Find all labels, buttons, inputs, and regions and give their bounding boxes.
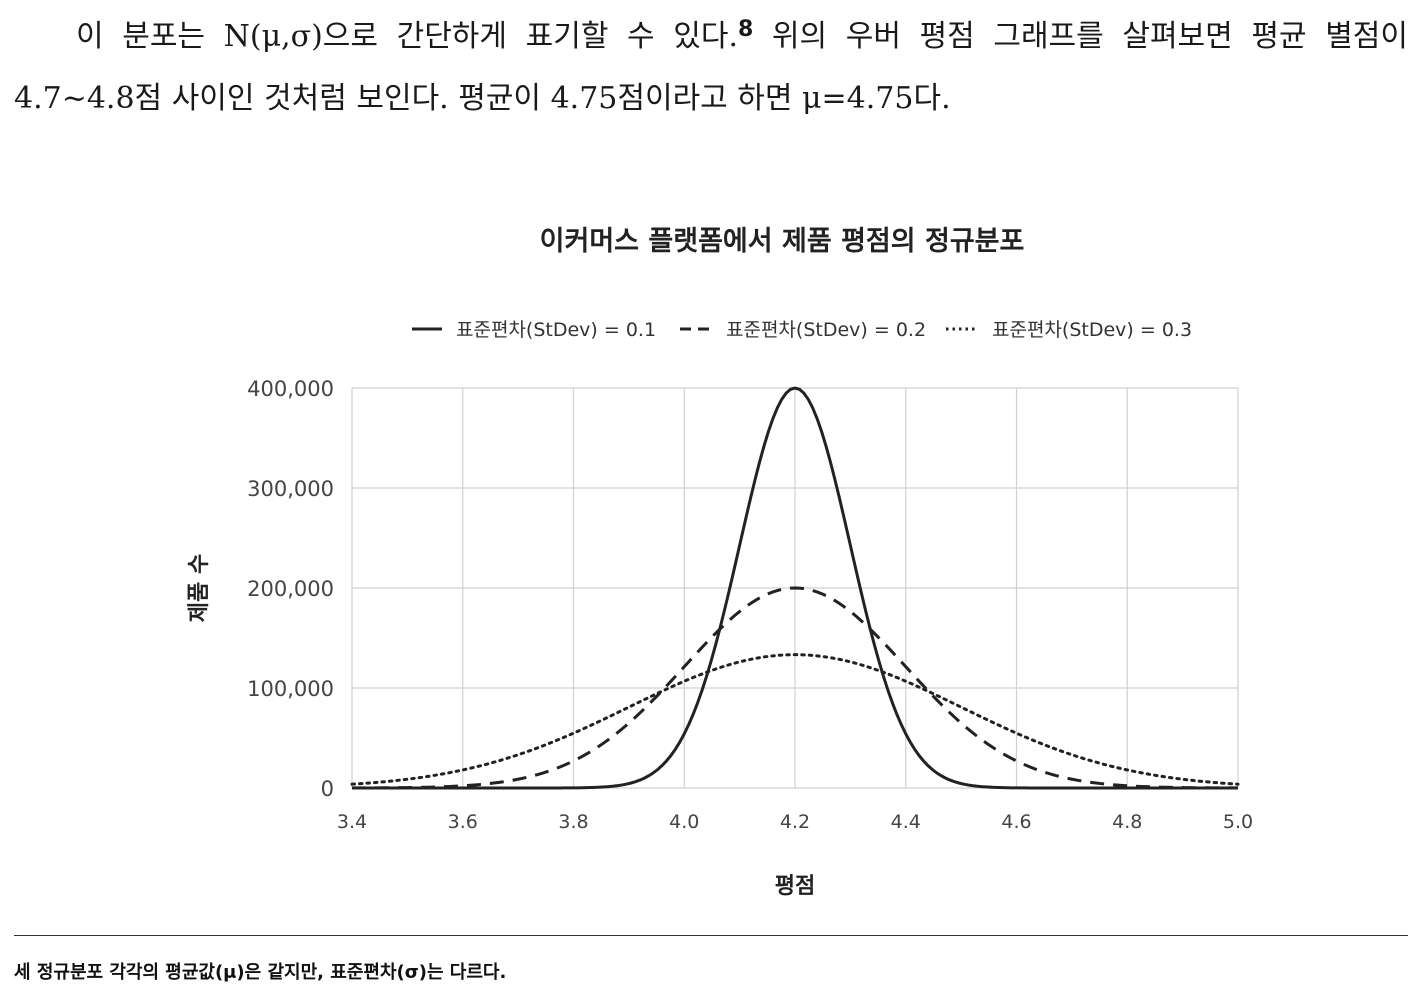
paragraph-line-2: 4.7~4.8점 사이인 것처럼 보인다. 평균이 4.75점이라고 하면 μ=… <box>14 81 951 116</box>
paragraph-line-1-start: 이 분포는 N(μ,σ)으로 간단하게 표기할 수 있다. <box>76 19 738 54</box>
series-line-dashed <box>351 586 1239 790</box>
y-tick-label: 200,000 <box>247 577 334 601</box>
y-axis-ticks: 0 100,000 200,000 300,000 400,000 <box>247 377 334 801</box>
footnote-marker[interactable]: 8 <box>737 17 754 42</box>
x-tick-label: 4.8 <box>1112 811 1142 833</box>
chart-title: 이커머스 플랫폼에서 제품 평점의 정규분포 <box>540 226 1025 257</box>
y-axis-label: 제품 수 <box>187 554 212 622</box>
normal-distribution-chart: 이커머스 플랫폼에서 제품 평점의 정규분포 표준편차(StDev) = 0.1… <box>187 226 1253 899</box>
x-tick-label: 5.0 <box>1223 811 1253 833</box>
x-axis-label: 평점 <box>775 874 815 899</box>
y-tick-label: 100,000 <box>247 677 334 701</box>
y-tick-label: 0 <box>321 777 334 801</box>
x-tick-label: 4.2 <box>780 811 810 833</box>
x-tick-label: 3.6 <box>448 811 478 833</box>
legend-label-stdev-0.1: 표준편차(StDev) = 0.1 <box>456 319 656 341</box>
figure-caption: 세 정규분포 각각의 평균값(μ)은 같지만, 표준편차(σ)는 다르다. <box>14 962 507 983</box>
paragraph-line-1-end: 위의 우버 평점 그래프를 살펴보면 평균 별점이 <box>753 19 1408 54</box>
body-paragraph: 이 분포는 N(μ,σ)으로 간단하게 표기할 수 있다.8 위의 우버 평점 … <box>14 6 1408 130</box>
x-tick-label: 3.4 <box>337 811 367 833</box>
caption-divider <box>14 935 1408 936</box>
legend-label-stdev-0.3: 표준편차(StDev) = 0.3 <box>992 319 1192 341</box>
x-tick-label: 4.0 <box>669 811 699 833</box>
x-tick-label: 3.8 <box>558 811 588 833</box>
figure: 이커머스 플랫폼에서 제품 평점의 정규분포 표준편차(StDev) = 0.1… <box>0 190 1420 925</box>
y-tick-label: 400,000 <box>247 377 334 401</box>
x-axis-ticks: 3.4 3.6 3.8 4.0 4.2 4.4 4.6 4.8 5.0 <box>337 811 1253 833</box>
legend-label-stdev-0.2: 표준편차(StDev) = 0.2 <box>726 319 926 341</box>
series-line-solid <box>352 386 1238 790</box>
chart-series <box>350 386 1240 790</box>
x-tick-label: 4.6 <box>1001 811 1031 833</box>
paragraph-line-1: 이 분포는 N(μ,σ)으로 간단하게 표기할 수 있다.8 위의 우버 평점 … <box>14 6 1408 68</box>
chart-legend: 표준편차(StDev) = 0.1 표준편차(StDev) = 0.2 표준편차… <box>412 319 1192 341</box>
x-tick-label: 4.4 <box>891 811 921 833</box>
series-line-dotted <box>350 653 1240 786</box>
y-tick-label: 300,000 <box>247 477 334 501</box>
